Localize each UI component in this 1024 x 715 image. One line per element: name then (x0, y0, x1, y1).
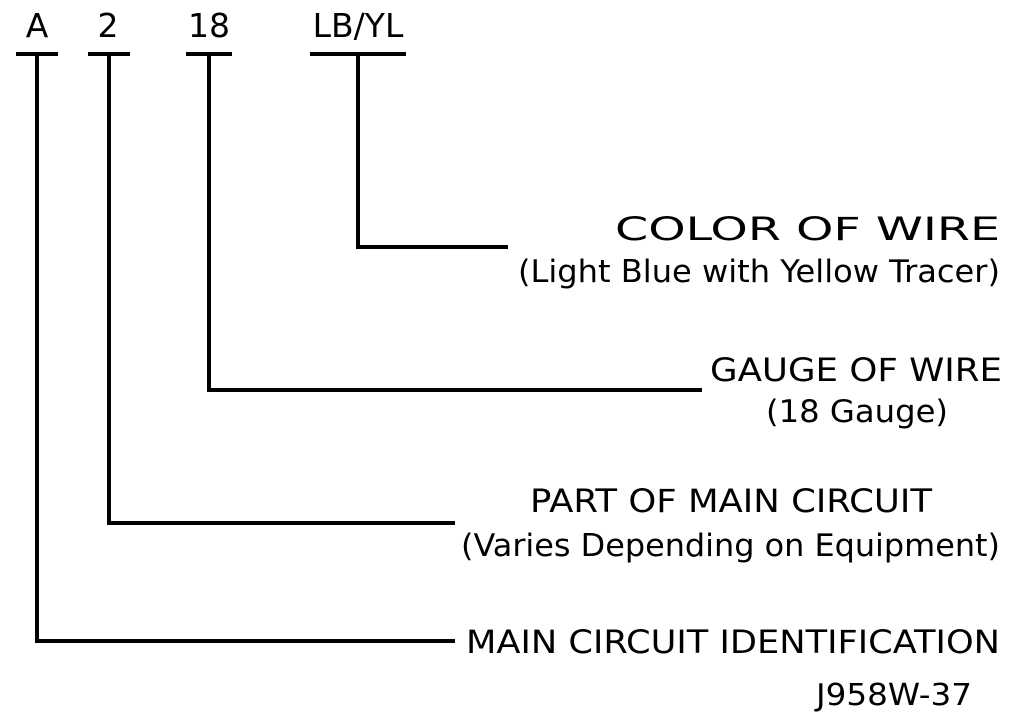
label-gauge-title: GAUGE OF WIRE (710, 351, 1002, 389)
code-circuit-part: 2 (98, 6, 119, 45)
label-main-circuit-title: MAIN CIRCUIT IDENTIFICATION (466, 623, 1000, 661)
label-color-subtitle: (Light Blue with Yellow Tracer) (518, 254, 1000, 290)
leader-line-gauge (207, 54, 702, 392)
figure-reference: J958W-37 (814, 678, 972, 713)
label-gauge-subtitle: (18 Gauge) (766, 394, 948, 430)
label-color-title: COLOR OF WIRE (615, 210, 1000, 248)
leader-line-main-circuit (35, 54, 455, 643)
code-color: LB/YL (313, 6, 404, 45)
label-circuit-part-title: PART OF MAIN CIRCUIT (530, 482, 933, 520)
code-gauge: 18 (188, 6, 230, 45)
leader-line-circuit-part (107, 54, 455, 525)
leader-line-color (356, 54, 508, 249)
label-circuit-part-subtitle: (Varies Depending on Equipment) (461, 528, 1000, 564)
code-main-circuit: A (26, 6, 49, 45)
